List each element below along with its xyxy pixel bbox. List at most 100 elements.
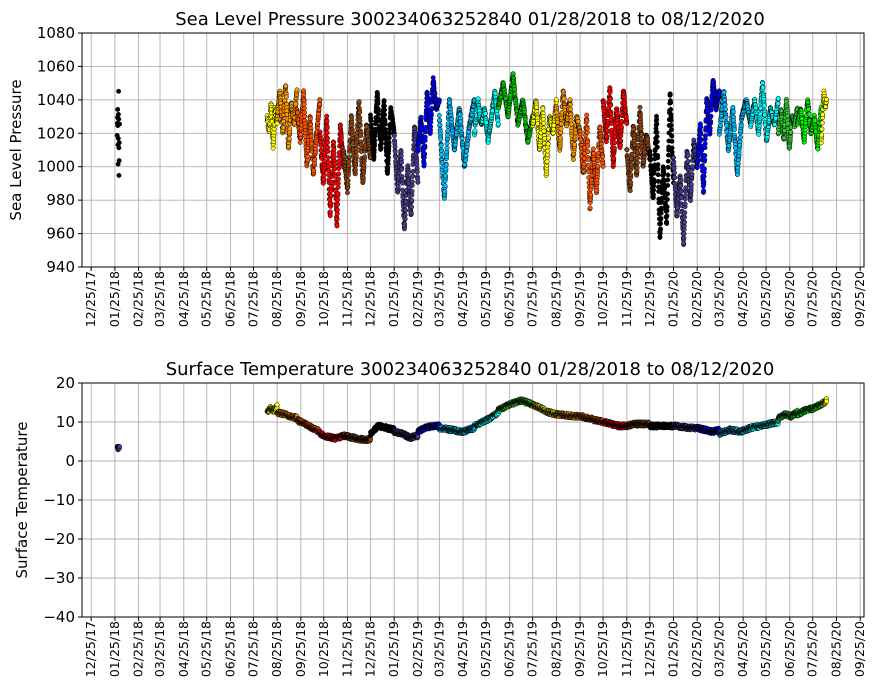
data-point: [681, 231, 687, 237]
data-point: [353, 153, 359, 159]
data-point: [293, 101, 299, 107]
y-axis-label: Sea Level Pressure: [7, 79, 25, 220]
x-tick-label: 10/25/18: [316, 271, 331, 327]
data-point: [819, 132, 825, 138]
data-point: [806, 111, 812, 117]
data-point: [689, 171, 695, 177]
data-point: [558, 135, 563, 141]
data-point: [409, 198, 415, 204]
data-point: [730, 104, 736, 110]
data-point: [775, 101, 781, 107]
data-point: [708, 113, 714, 119]
x-tick-label: 05/25/20: [758, 271, 773, 327]
data-point: [722, 102, 728, 108]
data-point: [301, 105, 307, 111]
data-point: [683, 185, 689, 191]
data-point: [311, 168, 317, 174]
data-point: [318, 142, 324, 148]
surface-temperature-panel: Surface Temperature 300234063252840 01/2…: [13, 359, 867, 677]
data-point: [737, 134, 743, 140]
data-point: [325, 159, 331, 165]
data-point: [824, 97, 829, 103]
data-point: [447, 100, 453, 106]
data-point: [324, 130, 330, 136]
data-point: [393, 154, 399, 160]
data-point: [581, 161, 587, 167]
x-axis: 12/25/17 01/25/18 02/25/18 03/25/18 04/25/18…: [83, 267, 867, 327]
data-point: [721, 90, 727, 96]
data-point: [760, 85, 766, 91]
data-point: [775, 95, 781, 101]
data-point: [360, 175, 366, 181]
data-point: [590, 146, 596, 152]
data-point: [442, 189, 448, 195]
data-point: [668, 100, 674, 106]
data-point: [618, 124, 624, 130]
data-point: [704, 100, 710, 106]
x-tick-label: 12/25/17: [83, 271, 98, 327]
data-point: [422, 151, 428, 157]
data-point: [324, 113, 330, 119]
data-point: [731, 127, 737, 133]
data-point: [438, 136, 444, 142]
data-point: [651, 187, 657, 193]
data-point: [409, 204, 414, 210]
data-point: [575, 119, 581, 124]
data-point: [604, 128, 610, 134]
data-point: [414, 162, 420, 168]
data-point: [403, 207, 408, 213]
data-point: [701, 173, 707, 179]
x-tick-label: 01/25/20: [666, 271, 681, 327]
data-point: [609, 121, 614, 126]
data-point: [328, 200, 334, 206]
data-point: [664, 196, 670, 202]
series-segment: [818, 88, 829, 146]
data-point: [324, 118, 330, 124]
data-point: [682, 214, 688, 220]
data-point: [421, 161, 427, 167]
series-segment: [317, 113, 347, 229]
data-point: [345, 190, 350, 196]
data-point: [418, 114, 424, 120]
data-point: [738, 123, 744, 128]
x-tick-label: 04/25/19: [455, 271, 470, 327]
data-point: [115, 111, 121, 117]
data-point: [722, 106, 728, 112]
data-point: [698, 124, 704, 130]
data-point: [762, 112, 768, 118]
data-point: [716, 89, 722, 95]
data-point: [307, 116, 313, 121]
data-point: [669, 133, 675, 139]
x-tick-label: 02/25/19: [410, 271, 425, 327]
data-point: [702, 141, 708, 147]
data-point: [681, 235, 687, 241]
data-point: [698, 137, 704, 143]
data-point: [654, 121, 660, 127]
data-point: [688, 182, 694, 187]
data-point: [558, 126, 564, 132]
data-point: [819, 120, 825, 126]
data-point: [415, 179, 421, 185]
data-point: [724, 123, 730, 128]
series-segment: [274, 83, 300, 151]
y-tick-label: 1080: [37, 24, 75, 42]
series-segment: [114, 88, 122, 178]
series-segment: [368, 89, 397, 176]
data-point: [594, 188, 600, 193]
data-point: [283, 83, 289, 89]
x-tick-label: 06/25/20: [782, 271, 797, 327]
data-point: [541, 128, 547, 134]
data-point: [585, 157, 591, 163]
data-point: [317, 129, 323, 135]
data-point: [116, 140, 122, 146]
x-tick-label: 06/25/19: [502, 271, 517, 327]
data-point: [685, 158, 691, 164]
data-point: [332, 161, 337, 167]
data-point: [466, 129, 472, 135]
data-point: [357, 110, 363, 115]
data-point: [655, 166, 661, 172]
data-point: [472, 128, 478, 134]
data-point: [362, 154, 368, 160]
data-point: [335, 190, 341, 196]
data-point: [723, 114, 729, 120]
